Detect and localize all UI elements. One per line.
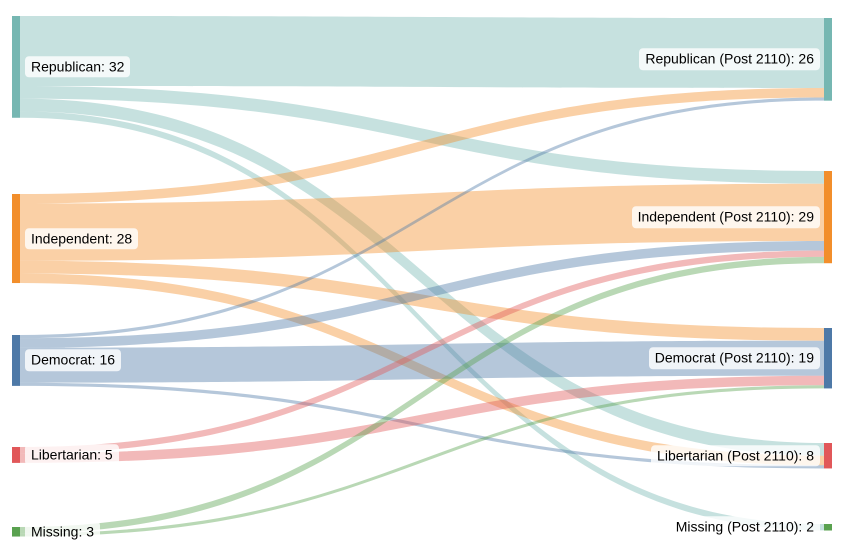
node-label-missing: Missing: 3	[25, 521, 101, 543]
sankey-link-missing-to-democrat-post-2110[interactable]	[20, 385, 824, 537]
node-label-independent-post-2110: Independent (Post 2110): 29	[631, 206, 820, 228]
sankey-node-libertarian[interactable]	[12, 447, 20, 463]
sankey-link-democrat-to-democrat-post-2110[interactable]	[20, 340, 824, 383]
sankey-link-independent-to-democrat-post-2110[interactable]	[20, 260, 824, 341]
node-label-republican-post-2110: Republican (Post 2110): 26	[639, 48, 820, 71]
sankey-node-republican-post-2110[interactable]	[824, 18, 832, 101]
sankey-link-republican-to-independent-post-2110[interactable]	[20, 85, 824, 184]
sankey-link-republican-to-missing-post-2110[interactable]	[20, 111, 824, 531]
sankey-link-republican-to-republican-post-2110[interactable]	[20, 16, 824, 88]
sankey-link-republican-to-libertarian-post-2110[interactable]	[20, 98, 824, 456]
sankey-link-independent-to-republican-post-2110[interactable]	[20, 87, 824, 204]
sankey-node-republican[interactable]	[12, 16, 20, 118]
node-label-libertarian: Libertarian: 5	[25, 444, 119, 466]
node-label-libertarian-post-2110: Libertarian (Post 2110): 8	[651, 444, 820, 467]
sankey-link-democrat-to-independent-post-2110[interactable]	[20, 240, 824, 348]
sankey-link-libertarian-to-democrat-post-2110[interactable]	[20, 375, 824, 463]
node-label-democrat: Democrat: 16	[25, 349, 122, 372]
sankey-link-missing-to-independent-post-2110[interactable]	[20, 256, 824, 534]
sankey-node-missing-post-2110[interactable]	[824, 524, 832, 531]
sankey-node-missing[interactable]	[12, 527, 20, 537]
sankey-node-independent[interactable]	[12, 194, 20, 284]
sankey-link-libertarian-to-independent-post-2110[interactable]	[20, 250, 824, 454]
node-label-missing-post-2110: Missing (Post 2110): 2	[669, 516, 820, 538]
sankey-node-democrat-post-2110[interactable]	[824, 328, 832, 389]
sankey-node-democrat[interactable]	[12, 335, 20, 386]
sankey-link-democrat-to-libertarian-post-2110[interactable]	[20, 382, 824, 469]
sankey-link-independent-to-independent-post-2110[interactable]	[20, 183, 824, 261]
node-label-independent: Independent: 28	[25, 227, 139, 250]
node-label-republican: Republican: 32	[25, 56, 131, 78]
node-label-democrat-post-2110: Democrat (Post 2110): 19	[648, 347, 820, 369]
sankey-link-independent-to-libertarian-post-2110[interactable]	[20, 273, 824, 466]
sankey-node-independent-post-2110[interactable]	[824, 171, 832, 264]
sankey-node-libertarian-post-2110[interactable]	[824, 443, 832, 469]
sankey-link-democrat-to-republican-post-2110[interactable]	[20, 97, 824, 339]
